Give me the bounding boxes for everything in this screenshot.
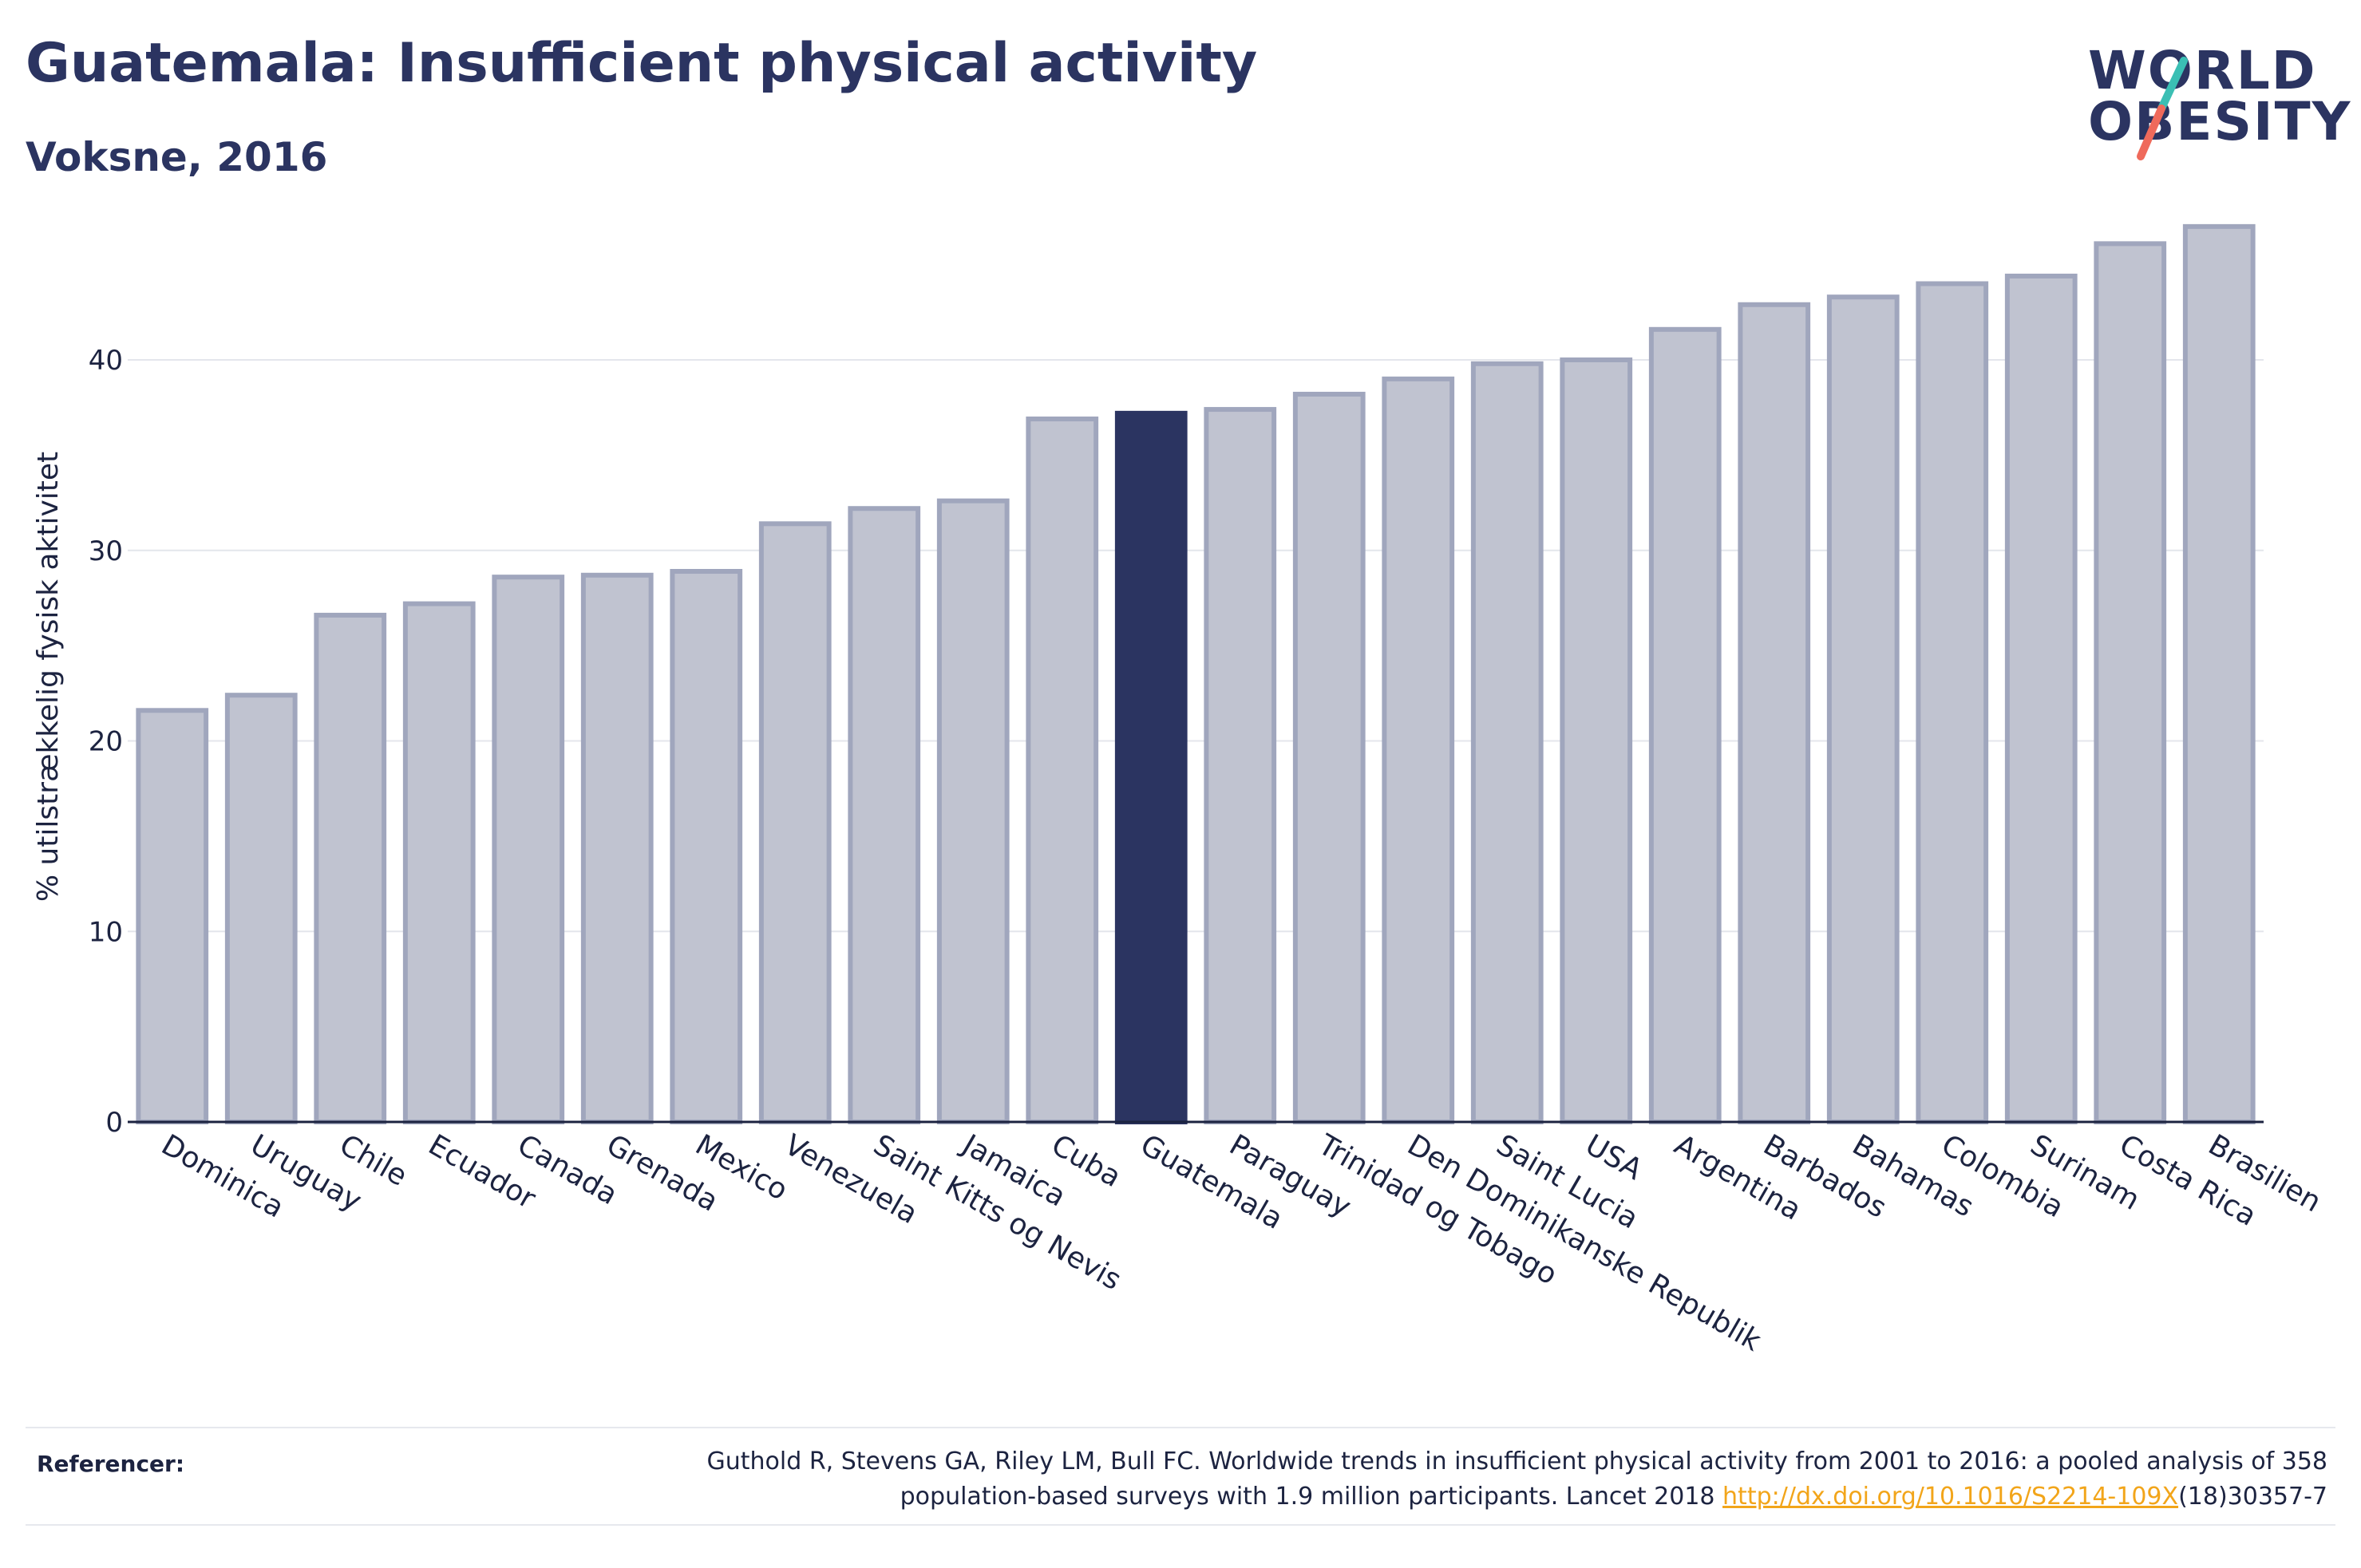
references-divider-bottom [26,1524,2335,1526]
grid-lines [128,359,2264,933]
bar-dominica[interactable] [136,708,209,1124]
page-title: Guatemala: Insufficient physical activit… [26,32,1258,95]
bars [136,223,2256,1125]
bar-canada[interactable] [492,575,565,1124]
logo-slash-icon [2137,57,2188,160]
y-tick-label: 30 [89,535,123,567]
bar-mexico[interactable] [670,569,743,1124]
y-tick-label: 0 [105,1107,123,1139]
bar-saint-kitts-og-nevis[interactable] [848,506,921,1124]
bar-colombia[interactable] [1916,281,1989,1124]
bar-venezuela[interactable] [758,521,832,1124]
bar-brasilien[interactable] [2182,223,2256,1124]
reference-line2-end: (18)30357-7 [2178,1483,2327,1511]
bar-grenada[interactable] [580,572,654,1124]
reference-line2-start: population-based surveys with 1.9 millio… [900,1483,1723,1511]
y-tick-label: 10 [89,916,123,948]
bar-den-dominikanske-republik[interactable] [1382,376,1455,1124]
y-axis-label: % utilstrækkelig fysisk aktivitet [32,452,65,902]
y-tick-label: 20 [89,726,123,758]
reference-doi-link[interactable]: http://dx.doi.org/10.1016/S2214-109X [1722,1483,2179,1511]
bar-saint-lucia[interactable] [1470,361,1544,1124]
bar-trinidad-og-tobago[interactable] [1292,391,1366,1125]
bar-surinam[interactable] [2004,273,2078,1125]
bar-bahamas[interactable] [1826,294,1900,1124]
page-subtitle: Voksne, 2016 [26,134,328,180]
world-obesity-logo[interactable]: WORLD OBESITY [2075,32,2350,176]
logo-text-line2: OBESITY [2088,91,2352,152]
y-tick-labels: 0 10 20 30 40 [89,345,123,1139]
references-text: Guthold R, Stevens GA, Riley LM, Bull FC… [492,1444,2327,1515]
bar-cuba[interactable] [1026,417,1099,1124]
bar-jamaica[interactable] [936,498,1010,1124]
bar-usa[interactable] [1560,357,1633,1124]
logo-text-line1: WORLD [2088,40,2317,101]
reference-line1: Guthold R, Stevens GA, Riley LM, Bull FC… [706,1448,2327,1475]
bar-guatemala[interactable] [1114,410,1188,1124]
bar-uruguay[interactable] [224,693,298,1124]
bar-ecuador[interactable] [402,601,476,1124]
bar-argentina[interactable] [1648,326,1722,1124]
bar-costa-rica[interactable] [2094,241,2167,1124]
bar-paraguay[interactable] [1204,407,1277,1124]
references-divider-top [26,1427,2335,1428]
bar-chile[interactable] [314,612,387,1124]
references-label: Referencer: [37,1451,185,1477]
bar-barbados[interactable] [1738,302,1811,1125]
y-tick-label: 40 [89,345,123,377]
